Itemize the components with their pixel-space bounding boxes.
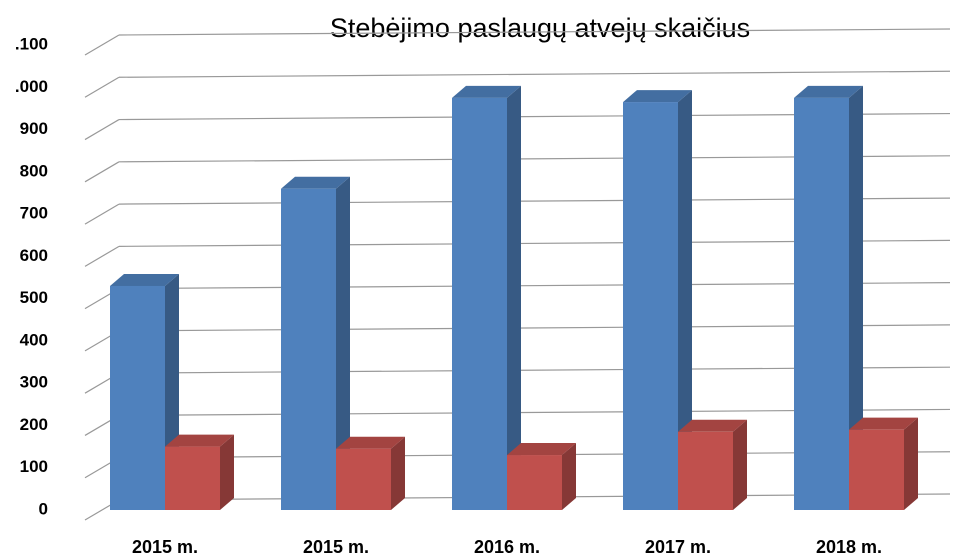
y-tick-label: 900 [20, 119, 48, 138]
bar [281, 188, 336, 510]
bar-side [733, 419, 747, 510]
y-tick-label: 400 [20, 330, 48, 349]
bar-side [849, 85, 863, 510]
chart-title: Stebėjimo paslaugų atvejų skaičius [330, 13, 750, 43]
bar [165, 446, 220, 510]
bar-side [507, 85, 521, 510]
y-tick-label: 200 [20, 415, 48, 434]
y-tick-label: 800 [20, 161, 48, 180]
bar [507, 455, 562, 510]
grid-line [84, 76, 120, 98]
bar-side [220, 434, 234, 510]
bar [794, 97, 849, 510]
bar-top [507, 443, 576, 456]
x-tick-label: 2016 m. [474, 537, 540, 557]
y-tick-label: 500 [20, 288, 48, 307]
y-tick-label: 0 [39, 499, 48, 518]
x-tick-label: 2015 m. [303, 537, 369, 557]
bar [623, 102, 678, 511]
grid-line [84, 119, 120, 141]
x-tick-label: 2015 m. [132, 537, 198, 557]
bar [678, 431, 733, 510]
bar-top [623, 90, 692, 103]
bar-top [281, 176, 350, 189]
bar-side [904, 417, 918, 510]
bar-top [452, 85, 521, 98]
bar-side [678, 90, 692, 511]
y-tick-label: 100 [20, 457, 48, 476]
y-tick-label: .100 [15, 34, 48, 53]
bar [336, 448, 391, 510]
x-tick-label: 2018 m. [816, 537, 882, 557]
bar-top [849, 417, 918, 430]
y-tick-label: .000 [15, 77, 48, 96]
grid-line [118, 70, 951, 78]
y-tick-label: 300 [20, 373, 48, 392]
bar [849, 429, 904, 510]
bar-side [336, 176, 350, 510]
bar-top [165, 434, 234, 447]
bar-top [794, 85, 863, 98]
grid-line [84, 203, 120, 225]
bar-top [110, 273, 179, 286]
grid-line [118, 28, 951, 36]
grid-line [84, 245, 120, 267]
bar-top [336, 436, 405, 449]
bar [110, 285, 165, 510]
grid-line [84, 34, 120, 56]
bar [452, 97, 507, 510]
x-tick-label: 2017 m. [645, 537, 711, 557]
bar-side [562, 443, 576, 510]
grid-line [84, 161, 120, 183]
y-tick-label: 600 [20, 246, 48, 265]
bar-side [391, 436, 405, 510]
y-tick-label: 700 [20, 204, 48, 223]
bar-top [678, 419, 747, 432]
